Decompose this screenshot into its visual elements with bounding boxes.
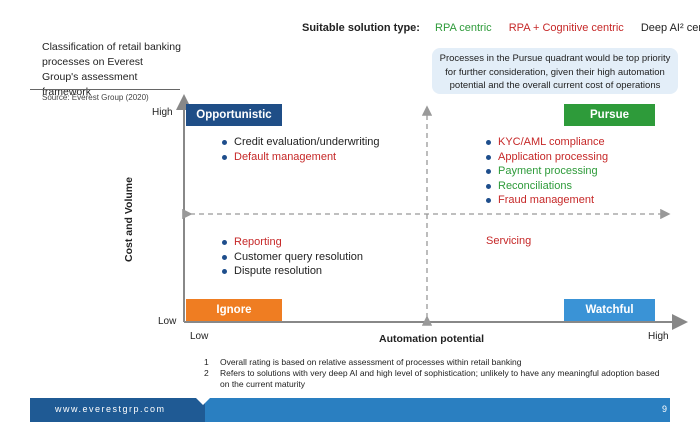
y-axis-low: Low — [158, 316, 177, 327]
list-item: KYC/AML compliance — [486, 135, 608, 150]
opportunistic-list: Credit evaluation/underwriting Default m… — [222, 135, 380, 164]
quadrant-pursue: Pursue — [564, 104, 655, 126]
y-axis-title: Cost and Volume — [123, 177, 135, 262]
list-item: Dispute resolution — [222, 264, 363, 279]
quadrant-ignore: Ignore — [186, 299, 282, 321]
quadrant-opportunistic: Opportunistic — [186, 104, 282, 126]
source-note: Source: Everest Group (2020) — [42, 93, 149, 102]
list-item: Credit evaluation/underwriting — [222, 135, 380, 150]
list-item: Reconciliations — [486, 179, 608, 194]
legend-label: Suitable solution type: — [302, 22, 420, 34]
footnote-1-text: Overall rating is based on relative asse… — [220, 357, 522, 367]
list-item: Fraud management — [486, 193, 608, 208]
pursue-list: KYC/AML compliance Application processin… — [486, 135, 608, 208]
pursue-callout: Processes in the Pursue quadrant would b… — [432, 48, 678, 94]
y-axis-high: High — [152, 107, 173, 118]
page-number: 9 — [662, 404, 668, 414]
legend-cognitive: RPA + Cognitive centric — [508, 22, 624, 34]
x-axis-low: Low — [190, 331, 209, 342]
legend-deep-ai: Deep AI² centric — [640, 22, 700, 34]
legend-rpa: RPA centric — [435, 22, 492, 34]
footer-url[interactable]: www.everestgrp.com — [55, 404, 166, 414]
x-axis-high: High — [648, 331, 669, 342]
list-item: Default management — [222, 150, 380, 165]
list-item: Reporting — [222, 235, 363, 250]
list-item: Application processing — [486, 150, 608, 165]
title-divider — [30, 89, 180, 90]
footnote-2-number: 2 — [204, 368, 209, 378]
list-item: Customer query resolution — [222, 250, 363, 265]
solution-type-legend: Suitable solution type: RPA centric RPA … — [302, 22, 700, 34]
ignore-list: Reporting Customer query resolution Disp… — [222, 235, 363, 279]
quadrant-watchful: Watchful — [564, 299, 655, 321]
list-item: Payment processing — [486, 164, 608, 179]
x-axis-title: Automation potential — [379, 333, 484, 345]
watchful-item: Servicing — [486, 235, 532, 247]
footer-notch-icon — [196, 398, 210, 405]
footer-accent — [30, 398, 205, 422]
footnote-2-text: Refers to solutions with very deep AI an… — [220, 368, 660, 389]
footnote-1-number: 1 — [204, 357, 209, 367]
